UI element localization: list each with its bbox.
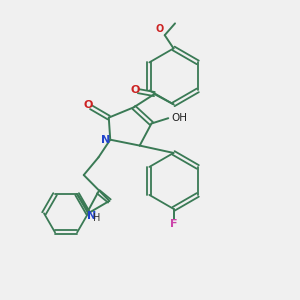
Text: F: F — [170, 219, 177, 229]
Text: N: N — [100, 135, 110, 145]
Text: O: O — [83, 100, 93, 110]
Text: O: O — [130, 85, 140, 95]
Text: H: H — [94, 213, 101, 223]
Text: O: O — [155, 24, 163, 34]
Text: OH: OH — [171, 113, 187, 123]
Text: N: N — [87, 211, 96, 221]
